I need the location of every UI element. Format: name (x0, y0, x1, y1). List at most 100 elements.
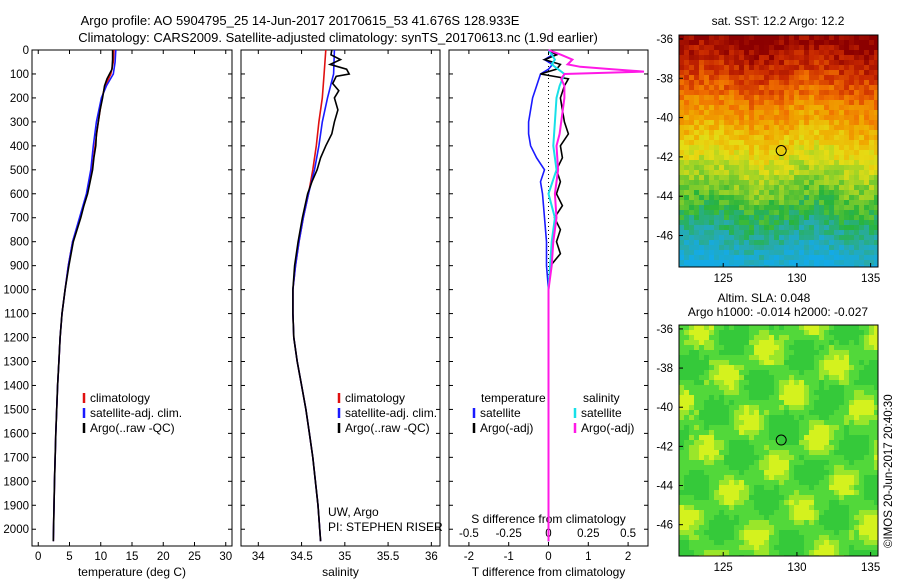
map-cell (679, 40, 685, 46)
map-cell (874, 110, 879, 116)
map-cell (734, 125, 740, 131)
map-cell (824, 235, 830, 241)
map-cell (684, 105, 690, 111)
map-cell (679, 245, 685, 251)
map-cell (774, 110, 780, 116)
map-cell (859, 480, 865, 486)
map-cell (754, 430, 760, 436)
map-cell (769, 120, 775, 126)
map-cell (779, 95, 785, 101)
map-cell (714, 130, 720, 136)
map-cell (839, 335, 845, 341)
map-cell (794, 95, 800, 101)
map-cell (864, 120, 870, 126)
map-cell (824, 470, 830, 476)
map-cell (719, 350, 725, 356)
map-cell (769, 370, 775, 376)
map-cell (814, 85, 820, 91)
map-cell (754, 435, 760, 441)
map-cell (719, 35, 725, 41)
map-cell (729, 140, 735, 146)
map-cell (819, 470, 825, 476)
map-cell (804, 355, 810, 361)
map-cell (704, 400, 710, 406)
map-cell (684, 480, 690, 486)
map-cell (779, 410, 785, 416)
map-cell (739, 525, 745, 531)
map-cell (694, 160, 700, 166)
map-cell (859, 425, 865, 431)
map-cell (804, 325, 810, 331)
map-cell (844, 240, 850, 246)
map-cell (679, 155, 685, 161)
map-cell (779, 425, 785, 431)
map-cell (759, 120, 765, 126)
map-cell (864, 50, 870, 56)
map-cell (749, 240, 755, 246)
map-cell (694, 205, 700, 211)
y-tick-label: -36 (656, 324, 673, 336)
map-cell (754, 135, 760, 141)
map-cell (844, 340, 850, 346)
map-cell (719, 155, 725, 161)
map-cell (679, 420, 685, 426)
map-cell (764, 550, 770, 556)
map-cell (749, 485, 755, 491)
map-cell (774, 450, 780, 456)
map-cell (849, 515, 855, 521)
map-cell (874, 160, 879, 166)
map-cell (769, 210, 775, 216)
map-cell (814, 250, 820, 256)
map-cell (704, 435, 710, 441)
map-cell (869, 400, 875, 406)
y-tick-label: 1200 (3, 333, 29, 345)
map-cell (784, 195, 790, 201)
map-cell (759, 520, 765, 526)
map-cell (779, 380, 785, 386)
map-cell (719, 150, 725, 156)
map-cell (794, 415, 800, 421)
map-cell (814, 255, 820, 261)
map-cell (689, 175, 695, 181)
map-cell (839, 355, 845, 361)
legend-title-salinity: salinity (583, 391, 620, 405)
map-cell (699, 235, 705, 241)
map-cell (739, 420, 745, 426)
map-cell (749, 150, 755, 156)
map-cell (779, 505, 785, 511)
map-cell (764, 170, 770, 176)
map-cell (849, 140, 855, 146)
map-cell (699, 120, 705, 126)
map-cell (694, 500, 700, 506)
map-cell (804, 100, 810, 106)
map-cell (724, 325, 730, 331)
map-cell (839, 365, 845, 371)
map-cell (689, 80, 695, 86)
map-cell (844, 525, 850, 531)
map-cell (744, 110, 750, 116)
map-cell (749, 355, 755, 361)
map-cell (749, 130, 755, 136)
map-cell (744, 495, 750, 501)
map-cell (764, 485, 770, 491)
map-cell (859, 470, 865, 476)
map-cell (724, 480, 730, 486)
map-cell (829, 160, 835, 166)
map-cell (749, 100, 755, 106)
map-cell (834, 120, 840, 126)
map-cell (864, 235, 870, 241)
map-cell (719, 430, 725, 436)
map-cell (719, 120, 725, 126)
map-cell (769, 545, 775, 551)
map-cell (694, 475, 700, 481)
map-cell (739, 150, 745, 156)
map-cell (819, 450, 825, 456)
map-cell (734, 240, 740, 246)
map-cell (824, 420, 830, 426)
map-cell (724, 365, 730, 371)
map-cell (839, 150, 845, 156)
map-cell (774, 60, 780, 66)
map-cell (794, 195, 800, 201)
map-cell (834, 245, 840, 251)
map-cell (689, 380, 695, 386)
